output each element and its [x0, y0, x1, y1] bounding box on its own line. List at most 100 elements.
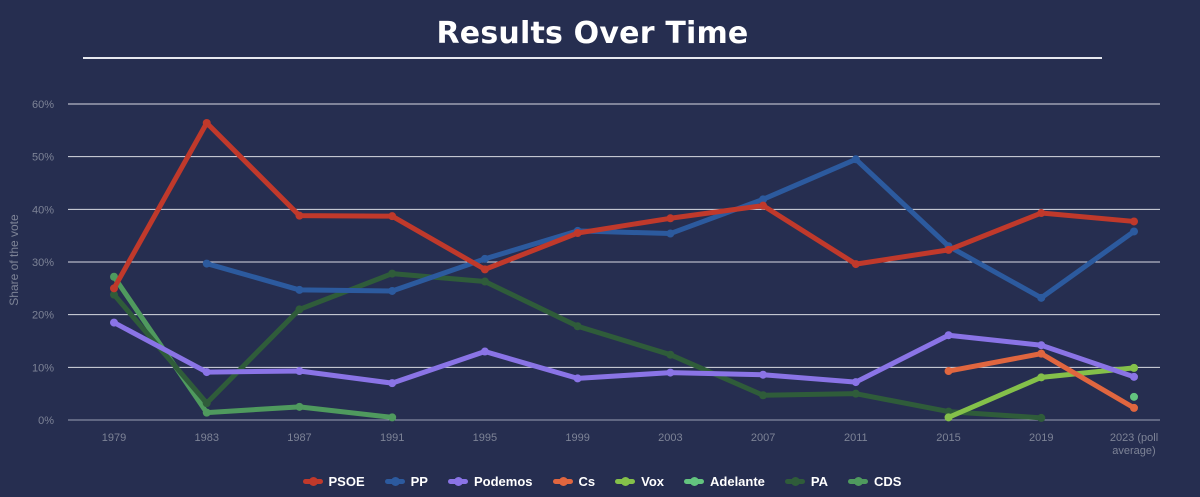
data-point[interactable]: [388, 269, 397, 278]
data-point[interactable]: [944, 367, 953, 376]
legend-label: Cs: [578, 474, 596, 489]
data-point[interactable]: [202, 118, 211, 127]
data-point[interactable]: [759, 201, 768, 210]
data-point[interactable]: [759, 195, 768, 204]
series-cs: [944, 349, 1138, 412]
series-line: [111, 120, 1137, 291]
x-tick-label: 1983: [194, 432, 218, 444]
data-point[interactable]: [944, 245, 953, 254]
legend-label: PP: [410, 474, 428, 489]
data-point[interactable]: [851, 260, 860, 269]
legend: PSOE PP Podemos Cs Vox Adelante PA CDS: [0, 474, 1200, 489]
data-point[interactable]: [851, 378, 860, 387]
data-point[interactable]: [480, 347, 489, 356]
y-axis-label: Share of the vote: [7, 214, 21, 306]
data-point[interactable]: [110, 284, 118, 293]
data-point[interactable]: [1130, 227, 1138, 236]
data-point[interactable]: [1130, 392, 1138, 401]
data-point[interactable]: [944, 407, 953, 416]
data-point[interactable]: [666, 350, 675, 359]
data-point[interactable]: [759, 391, 768, 400]
legend-swatch: [784, 476, 805, 486]
data-point[interactable]: [295, 211, 304, 220]
data-point[interactable]: [388, 212, 397, 221]
y-tick-label: 60%: [32, 99, 54, 111]
series-adelante: [1130, 392, 1138, 401]
data-point[interactable]: [202, 399, 211, 408]
legend-item-pa[interactable]: PA: [784, 474, 828, 489]
data-point[interactable]: [295, 402, 304, 411]
data-point[interactable]: [110, 290, 118, 299]
data-point[interactable]: [1037, 413, 1046, 422]
data-point[interactable]: [480, 277, 489, 286]
legend-swatch: [302, 476, 323, 486]
series-cds: [110, 272, 397, 422]
x-tick-label: 1991: [380, 432, 404, 444]
data-point[interactable]: [388, 286, 397, 295]
data-point[interactable]: [202, 259, 211, 268]
data-point[interactable]: [666, 214, 675, 223]
legend-item-vox[interactable]: Vox: [615, 474, 664, 489]
data-point[interactable]: [1037, 373, 1046, 382]
legend-item-podemos[interactable]: Podemos: [447, 474, 533, 489]
data-point[interactable]: [388, 379, 397, 388]
data-point[interactable]: [759, 370, 768, 379]
legend-label: Adelante: [710, 474, 765, 489]
x-tick-label: 1995: [473, 432, 497, 444]
data-point[interactable]: [944, 413, 953, 422]
legend-label: PSOE: [328, 474, 365, 489]
legend-item-cs[interactable]: Cs: [552, 474, 596, 489]
data-point[interactable]: [666, 229, 675, 238]
legend-swatch: [684, 476, 705, 486]
data-point[interactable]: [110, 318, 118, 327]
series-psoe: [110, 118, 1138, 293]
y-tick-label: 30%: [32, 257, 54, 269]
data-point[interactable]: [388, 413, 397, 422]
data-point[interactable]: [851, 155, 860, 164]
data-point[interactable]: [202, 408, 211, 417]
x-tick-label: 1979: [102, 432, 126, 444]
data-point[interactable]: [666, 368, 675, 377]
y-tick-label: 50%: [32, 152, 54, 164]
series-pa: [110, 269, 1046, 422]
data-point[interactable]: [1130, 217, 1138, 226]
y-tick-label: 40%: [32, 204, 54, 216]
data-point[interactable]: [1130, 363, 1138, 372]
data-point[interactable]: [944, 331, 953, 340]
x-tick-label: 2019: [1029, 432, 1053, 444]
x-tick-label: 1999: [565, 432, 589, 444]
data-point[interactable]: [1037, 349, 1046, 358]
data-point[interactable]: [1130, 372, 1138, 381]
legend-item-adelante[interactable]: Adelante: [684, 474, 765, 489]
data-point[interactable]: [1130, 403, 1138, 412]
data-point[interactable]: [573, 229, 582, 238]
data-point[interactable]: [573, 322, 582, 331]
data-point[interactable]: [295, 305, 304, 314]
data-point[interactable]: [851, 389, 860, 398]
y-tick-label: 20%: [32, 310, 54, 322]
x-tick-label: 2007: [751, 432, 775, 444]
x-tick-label: 2015: [936, 432, 960, 444]
data-point[interactable]: [480, 254, 489, 263]
legend-swatch: [615, 476, 636, 486]
y-tick-label: 0%: [38, 415, 54, 427]
legend-item-psoe[interactable]: PSOE: [302, 474, 365, 489]
legend-label: Podemos: [473, 474, 533, 489]
x-tick-label: 2003: [658, 432, 682, 444]
data-point[interactable]: [1037, 209, 1046, 218]
data-point[interactable]: [295, 367, 304, 376]
data-point[interactable]: [202, 368, 211, 377]
data-point[interactable]: [480, 265, 489, 274]
data-point[interactable]: [110, 272, 118, 281]
series-pp: [202, 155, 1138, 302]
series-vox: [944, 363, 1138, 422]
legend-item-pp[interactable]: PP: [384, 474, 428, 489]
title-underline: [83, 57, 1102, 59]
data-point[interactable]: [573, 374, 582, 383]
data-point[interactable]: [1037, 341, 1046, 350]
data-point[interactable]: [1037, 293, 1046, 302]
x-tick-label: 2023 (poll average): [1110, 432, 1158, 457]
data-point[interactable]: [295, 285, 304, 294]
legend-item-cds[interactable]: CDS: [848, 474, 901, 489]
